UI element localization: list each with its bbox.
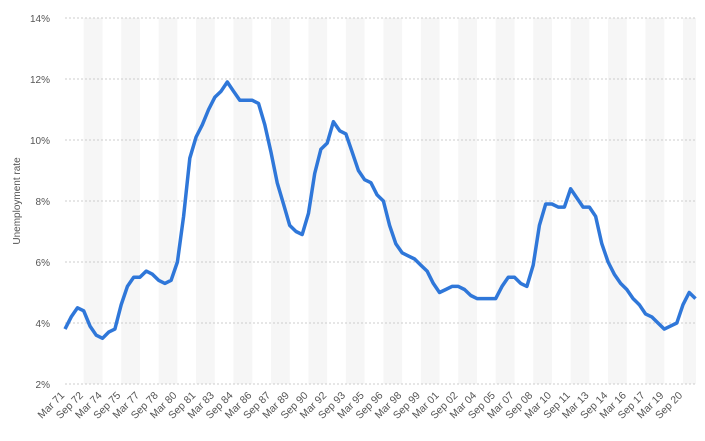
y-tick-label: 6%	[36, 258, 51, 269]
band	[158, 18, 178, 384]
y-tick-label: 8%	[36, 197, 51, 208]
band	[345, 18, 365, 384]
y-tick-label: 2%	[36, 380, 51, 391]
band	[271, 18, 290, 384]
band	[458, 18, 477, 384]
line	[63, 80, 697, 341]
y-axis-title: Unemployment rate	[12, 157, 23, 245]
y-tick-label: 14%	[30, 14, 50, 25]
y-tick-label: 4%	[36, 319, 51, 330]
y-tick-label: 10%	[30, 136, 50, 147]
y-tick-label: 12%	[30, 75, 50, 86]
band	[383, 18, 403, 384]
